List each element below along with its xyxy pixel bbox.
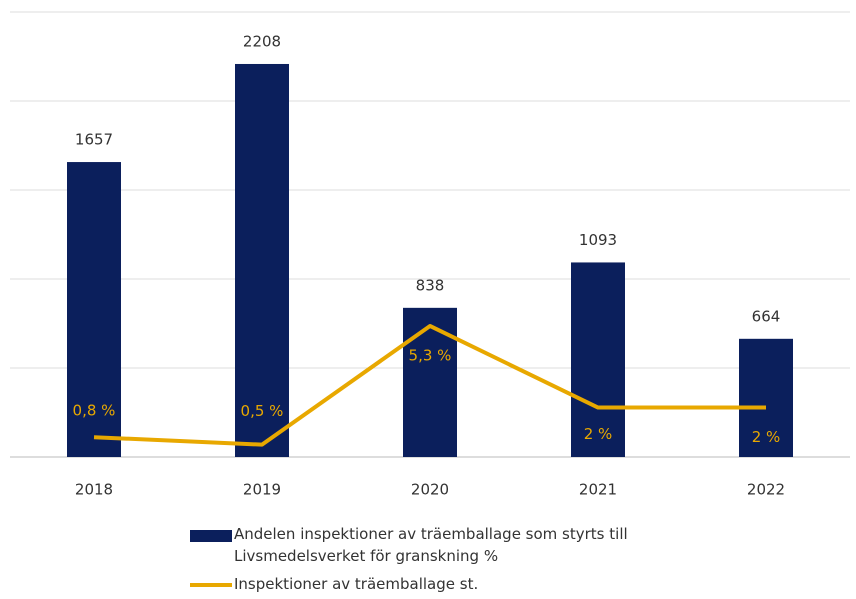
- line: [93, 323, 766, 447]
- bar: [739, 338, 793, 457]
- x-tick-label: 2021: [579, 481, 617, 499]
- line-value-label: 5,3 %: [409, 346, 452, 364]
- legend-swatch: [190, 530, 232, 542]
- legend-label: Inspektioner av träemballage st.: [234, 575, 479, 593]
- x-tick-label: 2019: [243, 481, 281, 499]
- legend-item: Inspektioner av träemballage st.: [190, 573, 750, 595]
- bar-value-label: 664: [752, 307, 781, 325]
- bar: [403, 307, 457, 457]
- x-tick-label: 2022: [747, 481, 785, 499]
- bar-value-label: 2208: [243, 32, 281, 50]
- line-value-label: 2 %: [584, 425, 613, 443]
- bar: [235, 63, 289, 457]
- bar-value-label: 1657: [75, 131, 113, 149]
- legend-item: Andelen inspektioner av träemballage som…: [190, 523, 750, 567]
- legend-label: Andelen inspektioner av träemballage som…: [234, 525, 628, 565]
- bar-value-label: 1093: [579, 231, 617, 249]
- bar-value-label: 838: [416, 276, 445, 294]
- line-value-label: 2 %: [752, 428, 781, 446]
- x-tick-label: 2018: [75, 481, 113, 499]
- legend-swatch: [190, 583, 232, 587]
- x-tick-label: 2020: [411, 481, 449, 499]
- chart: 2018 2019 2020 2021 2022 1657 2208 838 1093 664 0,…: [10, 11, 850, 499]
- line-value-label: 0,5 %: [241, 402, 284, 420]
- bar: [571, 262, 625, 457]
- bar: [67, 162, 121, 457]
- line-value-label: 0,8 %: [73, 402, 116, 420]
